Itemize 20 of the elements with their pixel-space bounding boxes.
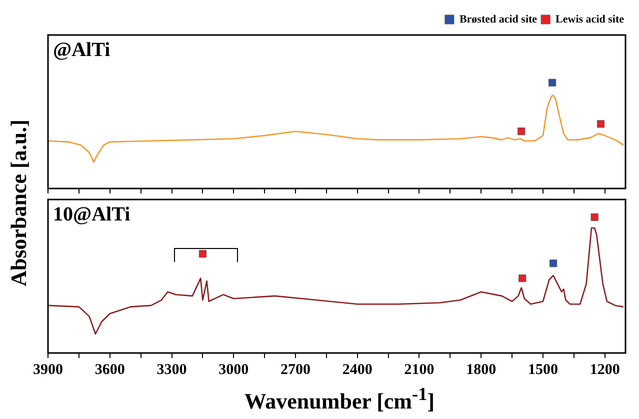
point — [550, 260, 558, 268]
x-tick-label: 1500 — [528, 362, 558, 378]
x-tick-label: 1200 — [590, 362, 620, 378]
chart-title: @AlTi — [53, 39, 111, 62]
point — [198, 250, 206, 258]
x-tick-label: 3300 — [156, 362, 187, 378]
y-axis-title: Absorbance [a.u.] — [6, 120, 32, 286]
legend-label: Lewis acid site — [556, 13, 624, 26]
x-tick-label: 3000 — [218, 362, 249, 378]
chart-title: 10@AlTi — [53, 204, 131, 226]
x-tick-label: 1800 — [466, 362, 496, 378]
x-tick-label: 2400 — [342, 362, 372, 378]
x-axis-title: Wavenumber [cm$^{-1}$] — [243, 383, 436, 414]
point — [590, 213, 598, 221]
legend-label: Brøsted acid site — [459, 13, 538, 26]
x-tick-label: 3900 — [33, 362, 63, 378]
x-tick-label: 2700 — [280, 362, 310, 378]
x-tick-label: 2100 — [404, 362, 434, 378]
x-tick-label: 3600 — [94, 362, 125, 378]
point — [518, 274, 526, 282]
